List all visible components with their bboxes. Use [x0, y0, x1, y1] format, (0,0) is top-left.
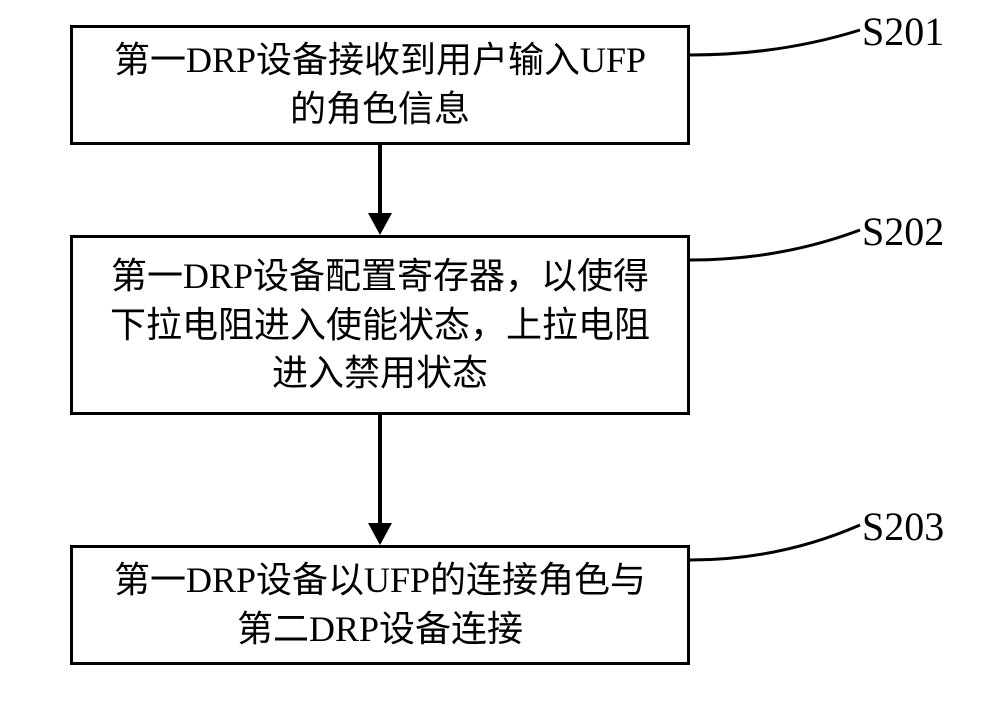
step-label-s202: S202: [862, 208, 944, 255]
connector-s203: [0, 0, 1000, 721]
flowchart-canvas: 第一DRP设备接收到用户输入UFP的角色信息 第一DRP设备配置寄存器，以使得下…: [0, 0, 1000, 721]
step-label-s201: S201: [862, 8, 944, 55]
step-label-s203: S203: [862, 503, 944, 550]
